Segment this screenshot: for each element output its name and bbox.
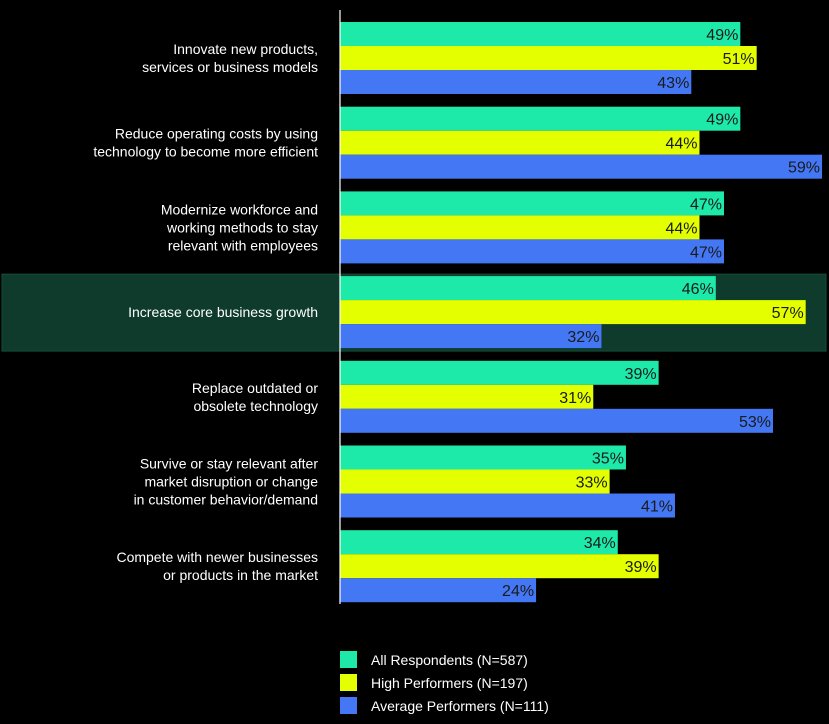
bar-average-performers-2: [340, 154, 823, 179]
bar-all-respondents-4: [340, 276, 716, 301]
bar-high-performers-2: [340, 130, 700, 155]
category-label-1: Innovate new products, services or busine…: [142, 41, 318, 75]
value-label-all-respondents-3: 47%: [690, 196, 722, 213]
legend-swatch-high-performers: [340, 674, 357, 691]
value-label-average-performers-1: 43%: [657, 75, 689, 92]
value-label-average-performers-6: 41%: [641, 499, 673, 516]
value-label-high-performers-2: 44%: [665, 136, 697, 153]
category-label-5: Replace outdated or obsolete technology: [192, 380, 318, 414]
legend-swatch-average-performers: [340, 697, 357, 714]
bar-high-performers-5: [340, 384, 594, 409]
bar-average-performers-4: [340, 324, 602, 349]
value-label-high-performers-4: 57%: [772, 305, 804, 322]
bar-average-performers-3: [340, 239, 724, 264]
bar-high-performers-3: [340, 215, 700, 240]
value-label-high-performers-7: 39%: [625, 559, 657, 576]
value-label-high-performers-1: 51%: [723, 51, 755, 68]
bar-all-respondents-3: [340, 191, 724, 216]
value-label-high-performers-5: 31%: [559, 390, 591, 407]
legend-item-high-performers: High Performers (N=197): [340, 671, 549, 694]
value-label-average-performers-7: 24%: [502, 583, 534, 600]
value-label-average-performers-3: 47%: [690, 244, 722, 261]
bar-high-performers-4: [340, 300, 806, 325]
value-label-average-performers-2: 59%: [788, 160, 820, 177]
bar-all-respondents-2: [340, 106, 741, 131]
value-label-all-respondents-6: 35%: [592, 451, 624, 468]
legend-item-average-performers: Average Performers (N=111): [340, 694, 549, 717]
bar-all-respondents-7: [340, 530, 618, 555]
value-label-all-respondents-7: 34%: [584, 535, 616, 552]
bar-average-performers-5: [340, 408, 774, 433]
legend-label-all-respondents: All Respondents (N=587): [371, 651, 528, 668]
bar-average-performers-6: [340, 493, 675, 518]
category-label-4: Increase core business growth: [128, 304, 318, 320]
bar-all-respondents-1: [340, 22, 741, 46]
value-label-average-performers-5: 53%: [739, 414, 771, 431]
value-label-all-respondents-5: 39%: [625, 366, 657, 383]
legend: All Respondents (N=587) High Performers …: [340, 648, 549, 717]
bar-high-performers-1: [340, 46, 757, 70]
bar-high-performers-6: [340, 469, 610, 494]
value-label-high-performers-6: 33%: [576, 475, 608, 492]
legend-label-average-performers: Average Performers (N=111): [371, 697, 549, 714]
legend-label-high-performers: High Performers (N=197): [371, 674, 528, 691]
bar-average-performers-1: [340, 70, 692, 94]
value-label-all-respondents-4: 46%: [682, 281, 714, 298]
value-label-high-performers-3: 44%: [665, 220, 697, 237]
value-label-all-respondents-2: 49%: [706, 112, 738, 129]
legend-swatch-all-respondents: [340, 651, 357, 668]
legend-item-all-respondents: All Respondents (N=587): [340, 648, 549, 671]
value-label-all-respondents-1: 49%: [706, 27, 738, 44]
value-label-average-performers-4: 32%: [567, 329, 599, 346]
bar-all-respondents-5: [340, 360, 659, 385]
category-label-3: Modernize workforce and working methods t…: [161, 201, 318, 253]
bar-average-performers-7: [340, 578, 537, 603]
category-label-7: Compete with newer businesses or products…: [116, 549, 318, 583]
category-label-2: Reduce operating costs by using technolog…: [93, 126, 318, 160]
bar-high-performers-7: [340, 554, 659, 579]
bar-all-respondents-6: [340, 445, 626, 470]
category-label-6: Survive or stay relevant after market dis…: [134, 456, 319, 508]
